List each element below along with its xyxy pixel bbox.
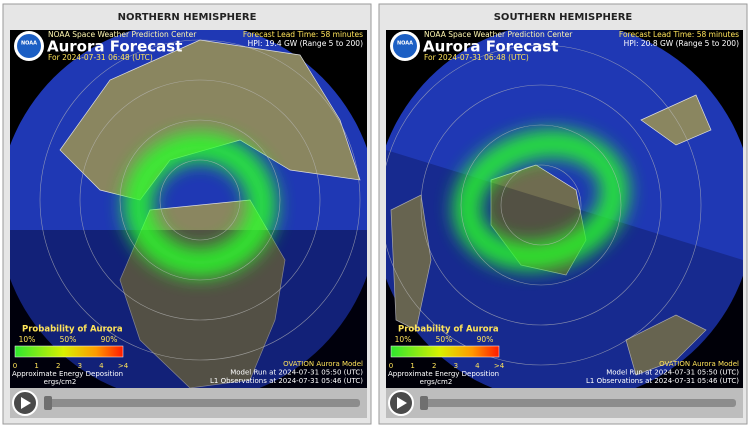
center-name: NOAA Space Weather Prediction Center [48, 30, 197, 39]
scale-label: 4 [475, 362, 480, 370]
latitude-line [79, 79, 321, 321]
model-info: Model Run at 2024-07-31 05:50 (UTC) [606, 369, 739, 377]
legend-units: ergs/cm2 [420, 378, 453, 386]
time-slider[interactable] [420, 399, 736, 407]
probability-label: 50% [436, 335, 453, 344]
noaa-logo-inner [17, 34, 41, 58]
scale-label: 3 [454, 362, 458, 370]
legend-caption: Approximate Energy Deposition [12, 370, 123, 378]
latitude-line [420, 84, 662, 326]
legend-units: ergs/cm2 [44, 378, 77, 386]
slider-thumb[interactable] [420, 396, 428, 410]
play-icon [397, 397, 407, 409]
center-name: NOAA Space Weather Prediction Center [424, 30, 573, 39]
time-slider[interactable] [44, 399, 360, 407]
issue-time: For 2024-07-31 06:48 (UTC) [424, 53, 529, 62]
latitude-line [119, 119, 281, 281]
scale-label: 2 [56, 362, 60, 370]
legend-title: Probability of Aurora [22, 325, 123, 335]
scale-label: 1 [410, 362, 414, 370]
scale-label: >4 [494, 362, 505, 370]
aurora-oval [123, 132, 277, 278]
scale-label: >4 [118, 362, 129, 370]
color-scale [390, 345, 500, 358]
slider-thumb[interactable] [44, 396, 52, 410]
hpi: HPI: 19.4 GW (Range 5 to 200) [248, 39, 363, 48]
map-image [10, 30, 367, 388]
noaa-logo-text: NOAA [397, 41, 413, 47]
probability-label: 10% [19, 335, 36, 344]
map-image [386, 30, 743, 388]
scale-label: 0 [389, 362, 393, 370]
color-scale [14, 345, 124, 358]
latitude-line [500, 164, 582, 246]
land [625, 314, 707, 376]
land [640, 94, 712, 146]
probability-label: 10% [395, 335, 412, 344]
lead-time: Forecast Lead Time: 58 minutes [243, 30, 363, 39]
panel-title: NORTHERN HEMISPHERE [118, 12, 257, 23]
hemisphere-panel: NORTHERN HEMISPHERE NOAA NOAA Space Weathe… [2, 3, 372, 425]
model-info: OVATION Aurora Model [283, 360, 363, 368]
scale-label: 0 [13, 362, 17, 370]
model-info: OVATION Aurora Model [659, 360, 739, 368]
forecast-heading: Aurora Forecast [47, 38, 182, 56]
aurora-oval [453, 129, 629, 271]
latitude-line [386, 44, 702, 366]
latitude-line [39, 39, 361, 361]
probability-label: 90% [101, 335, 118, 344]
land [390, 194, 432, 331]
latitude-line [460, 124, 622, 286]
probability-label: 90% [477, 335, 494, 344]
issue-time: For 2024-07-31 06:48 (UTC) [48, 53, 153, 62]
forecast-heading: Aurora Forecast [423, 38, 558, 56]
scale-label: 4 [99, 362, 104, 370]
model-info: Model Run at 2024-07-31 05:50 (UTC) [230, 369, 363, 377]
model-info: L1 Observations at 2024-07-31 05:46 (UTC… [210, 377, 363, 385]
hpi: HPI: 20.8 GW (Range 5 to 200) [624, 39, 739, 48]
model-info: L1 Observations at 2024-07-31 05:46 (UTC… [586, 377, 739, 385]
play-icon [21, 397, 31, 409]
noaa-logo-text: NOAA [21, 41, 37, 47]
lead-time: Forecast Lead Time: 58 minutes [619, 30, 739, 39]
legend-title: Probability of Aurora [398, 325, 499, 335]
scale-label: 3 [78, 362, 82, 370]
probability-label: 50% [60, 335, 77, 344]
panel-title: SOUTHERN HEMISPHERE [494, 12, 633, 23]
latitude-line [159, 159, 241, 241]
scale-label: 1 [34, 362, 38, 370]
hemisphere-panel: SOUTHERN HEMISPHERE NOAA NOAA Space Weathe… [378, 3, 748, 425]
noaa-logo-inner [393, 34, 417, 58]
scale-label: 2 [432, 362, 436, 370]
legend-caption: Approximate Energy Deposition [388, 370, 499, 378]
